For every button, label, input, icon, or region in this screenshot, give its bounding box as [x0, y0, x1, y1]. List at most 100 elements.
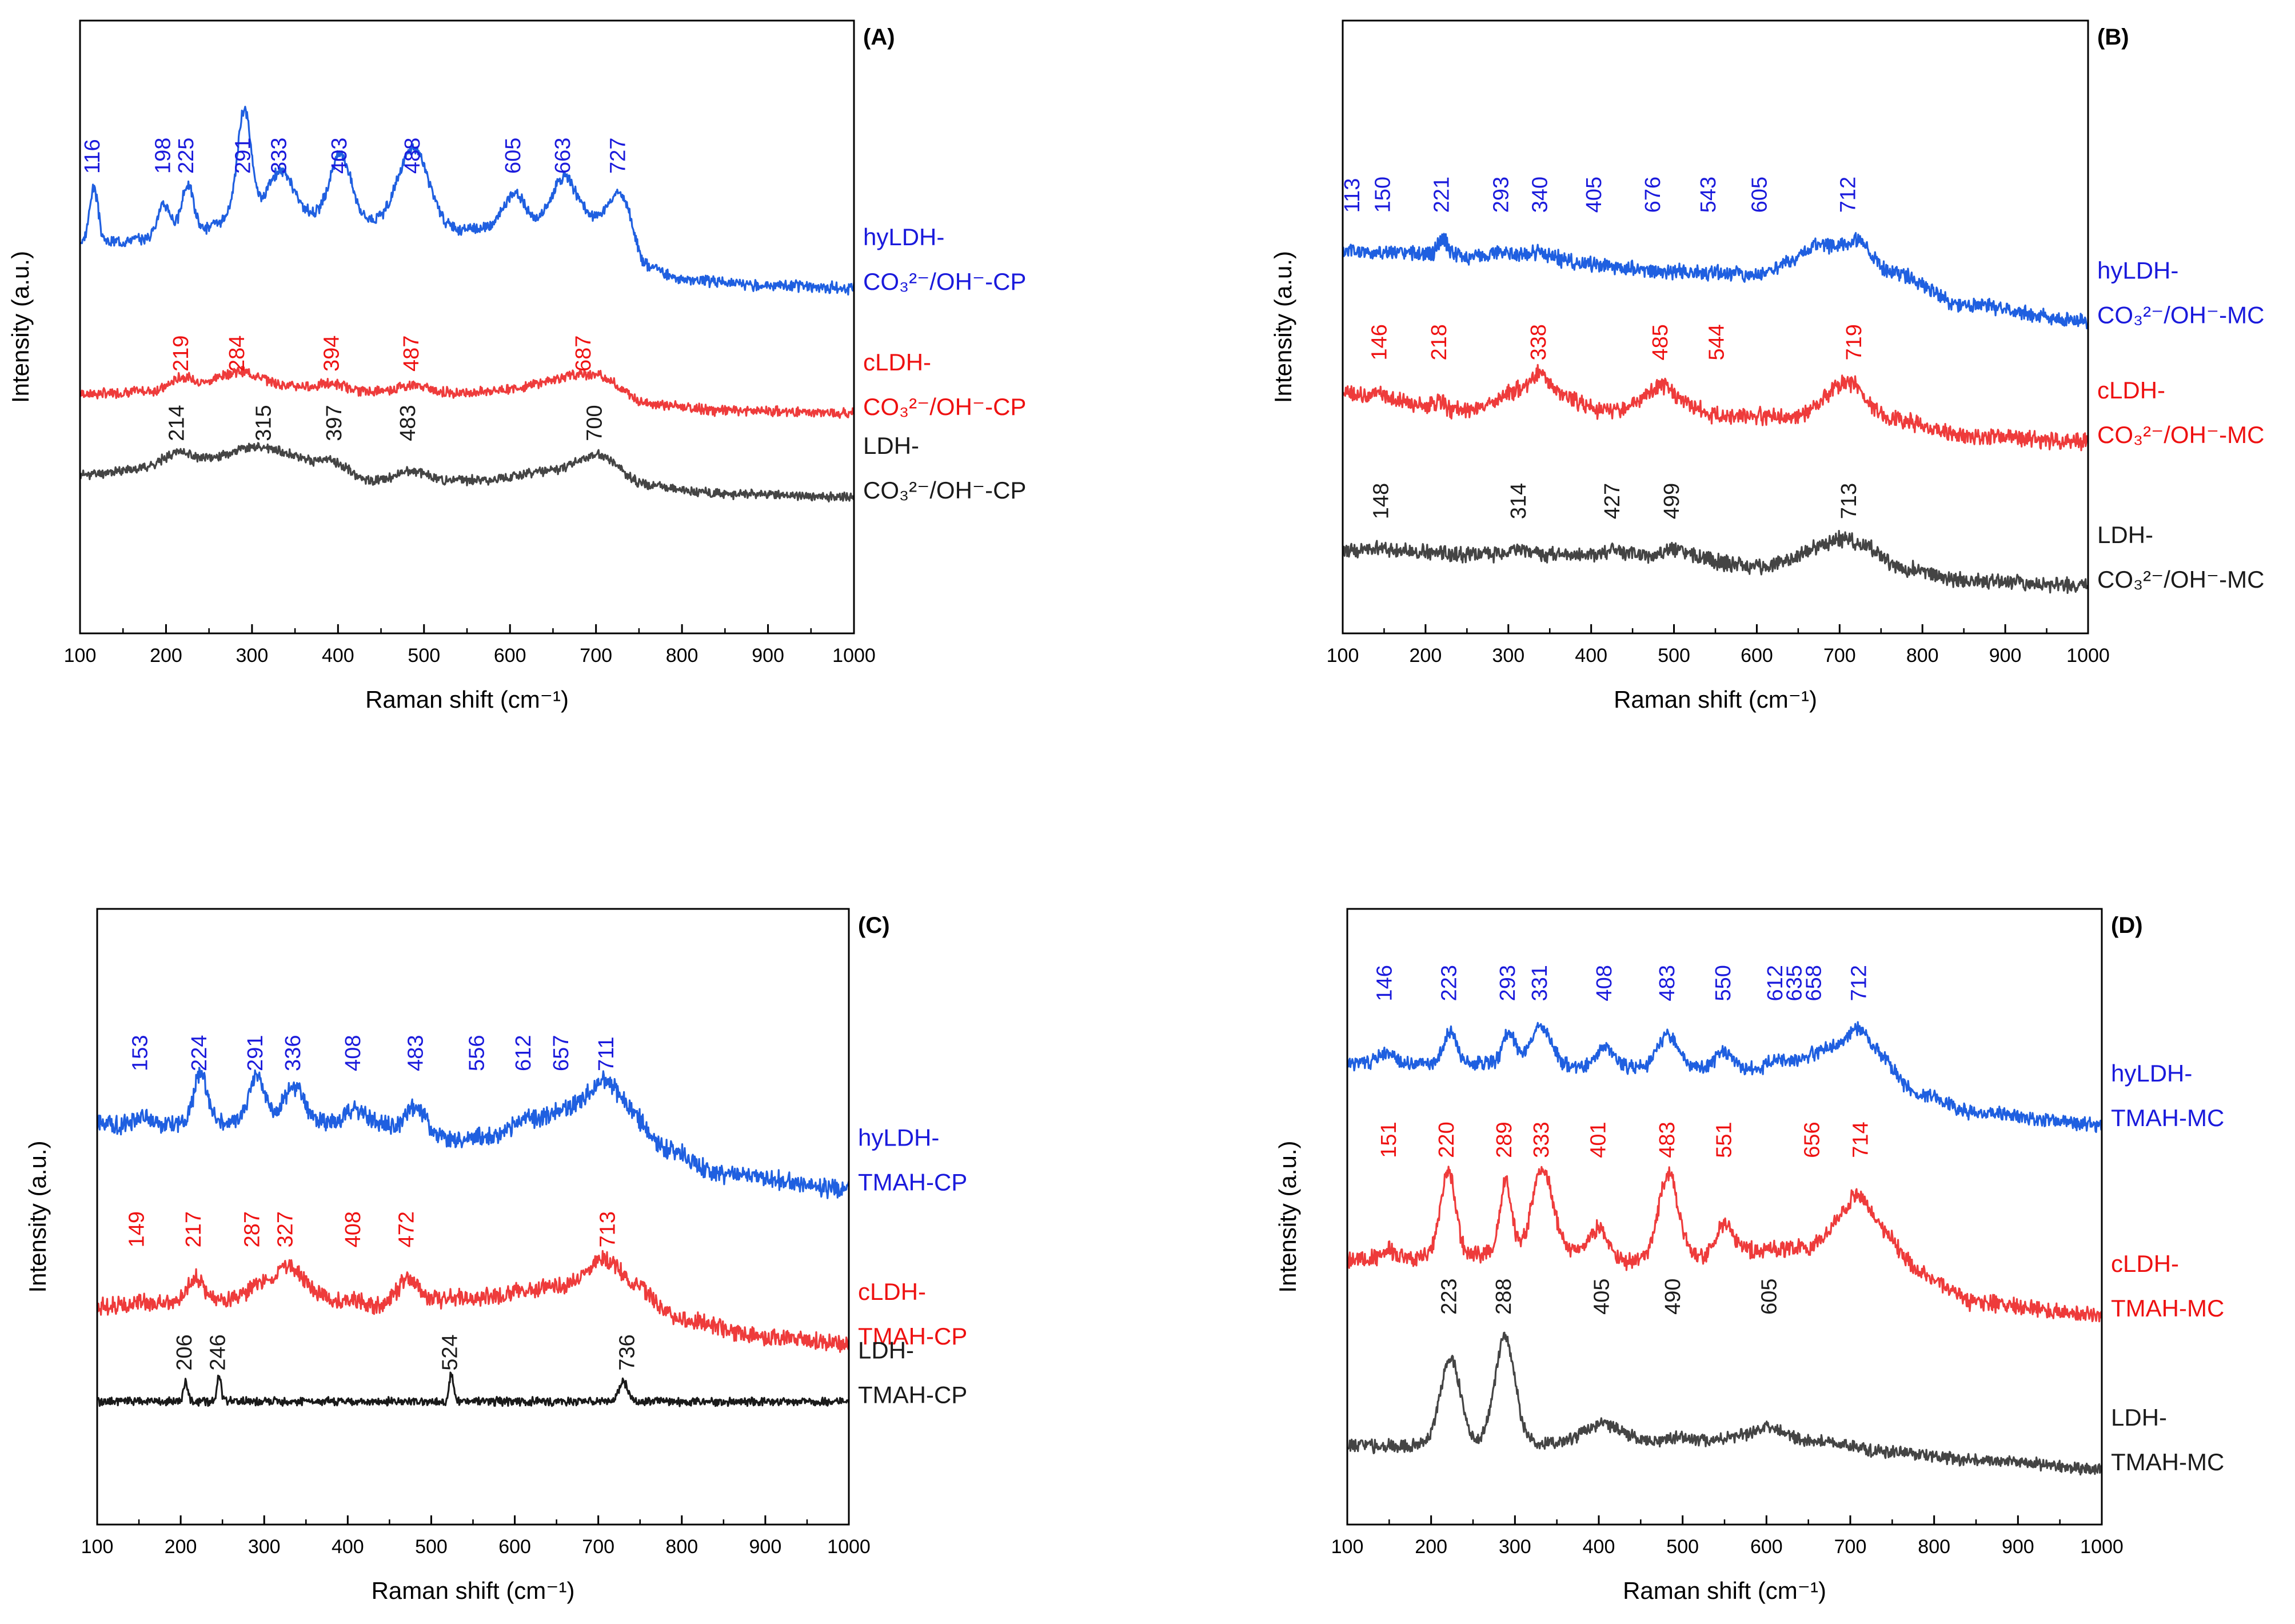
series-label: CO₃²⁻/OH⁻-CP	[863, 268, 1026, 295]
x-tick-label: 100	[81, 1536, 114, 1558]
peak-label: 198	[151, 138, 175, 174]
panel-label: (D)	[2111, 913, 2143, 938]
series-line-A-1	[79, 366, 855, 419]
x-tick-label: 900	[1989, 645, 2022, 667]
peak-label: 314	[1507, 483, 1531, 519]
x-tick-label: 1000	[2066, 645, 2110, 667]
peak-label: 712	[1847, 965, 1871, 1001]
peak-label: 218	[1427, 324, 1451, 360]
peak-label: 605	[1758, 1278, 1782, 1314]
peak-label: 219	[169, 336, 193, 372]
peak-label: 612	[512, 1035, 536, 1071]
peak-label: 289	[1492, 1122, 1516, 1158]
peak-label: 408	[341, 1211, 365, 1247]
series-label: LDH-	[863, 432, 919, 459]
series-line-B-2	[1342, 530, 2089, 594]
series-label: TMAH-CP	[858, 1382, 967, 1408]
peak-label: 246	[206, 1334, 230, 1370]
peak-label: 483	[1655, 965, 1679, 1001]
peak-label: 151	[1377, 1122, 1401, 1158]
series-line-A-0	[79, 106, 855, 296]
series-line-D-2	[1346, 1331, 2103, 1476]
peak-label: 736	[615, 1334, 639, 1370]
x-tick-label: 500	[415, 1536, 448, 1558]
x-tick-label: 400	[1575, 645, 1607, 667]
peak-label: 221	[1430, 177, 1454, 213]
series-label: TMAH-CP	[858, 1323, 967, 1350]
x-tick-label: 1000	[832, 645, 876, 667]
series-line-C-0	[96, 1067, 850, 1199]
x-tick-label: 100	[1327, 645, 1359, 667]
peak-label: 153	[128, 1035, 152, 1071]
panel-label: (C)	[858, 913, 890, 938]
peak-label: 427	[1600, 483, 1625, 519]
x-tick-label: 100	[64, 645, 97, 667]
peak-label: 291	[231, 138, 255, 174]
peak-label: 488	[401, 138, 425, 174]
peak-label: 315	[252, 405, 276, 441]
peak-label: 408	[1592, 965, 1617, 1001]
peak-label: 485	[1649, 324, 1673, 360]
plot-frame	[79, 19, 855, 635]
x-tick-label: 100	[1331, 1536, 1364, 1558]
x-tick-label: 600	[1750, 1536, 1783, 1558]
x-tick-label: 700	[1823, 645, 1856, 667]
series-line-A-2	[79, 442, 855, 502]
peak-label: 711	[594, 1036, 618, 1071]
series-label: TMAH-MC	[2111, 1295, 2224, 1322]
series-label: cLDH-	[863, 349, 931, 376]
series-line-B-0	[1342, 232, 2089, 329]
x-tick-label: 500	[1666, 1536, 1699, 1558]
peak-label: 405	[1590, 1278, 1614, 1314]
series-label: TMAH-MC	[2111, 1449, 2224, 1475]
peak-label: 605	[501, 138, 525, 174]
panel-label: (A)	[863, 25, 895, 50]
peak-label: 397	[322, 405, 346, 441]
peak-label: 712	[1837, 177, 1861, 213]
y-axis-label: Intensity (a.u.)	[1270, 251, 1296, 403]
series-label: CO₃²⁻/OH⁻-MC	[2097, 566, 2264, 593]
y-axis-label: Intensity (a.u.)	[1274, 1140, 1301, 1292]
x-tick-label: 300	[1499, 1536, 1531, 1558]
peak-label: 293	[1496, 965, 1520, 1001]
peak-label: 217	[182, 1211, 206, 1247]
series-label: hyLDH-	[863, 224, 944, 250]
peak-label: 331	[1528, 965, 1552, 1001]
peak-label: 340	[1528, 177, 1552, 213]
peak-label: 550	[1711, 965, 1735, 1001]
peak-label: 284	[225, 336, 249, 372]
peak-label: 287	[240, 1211, 264, 1247]
x-tick-label: 600	[1741, 645, 1773, 667]
peak-label: 146	[1368, 324, 1392, 360]
peak-label: 472	[395, 1211, 419, 1247]
peak-label: 719	[1842, 324, 1866, 360]
peak-label: 658	[1802, 965, 1826, 1001]
peak-label: 293	[1490, 177, 1514, 213]
peak-label: 551	[1712, 1122, 1736, 1158]
peak-label: 288	[1492, 1278, 1516, 1314]
peak-label: 403	[328, 138, 352, 174]
series-label: TMAH-MC	[2111, 1104, 2224, 1131]
peak-label: 714	[1849, 1122, 1873, 1158]
peak-label: 483	[1655, 1122, 1679, 1158]
peak-label: 490	[1661, 1278, 1685, 1314]
x-tick-label: 500	[408, 645, 440, 667]
peak-label: 220	[1435, 1122, 1459, 1158]
y-axis-label: Intensity (a.u.)	[24, 1140, 51, 1292]
peak-label: 291	[244, 1035, 268, 1071]
peak-label: 487	[400, 336, 424, 372]
peak-label: 338	[1527, 324, 1551, 360]
x-tick-label: 1000	[2080, 1536, 2124, 1558]
peak-label: 700	[583, 405, 607, 441]
x-tick-label: 200	[1410, 645, 1442, 667]
x-tick-label: 600	[498, 1536, 531, 1558]
series-label: hyLDH-	[858, 1124, 939, 1151]
x-axis-label: Raman shift (cm⁻¹)	[372, 1577, 575, 1604]
x-tick-label: 900	[749, 1536, 782, 1558]
series-label: hyLDH-	[2097, 257, 2178, 284]
x-tick-label: 200	[1415, 1536, 1447, 1558]
peak-label: 224	[187, 1035, 211, 1071]
